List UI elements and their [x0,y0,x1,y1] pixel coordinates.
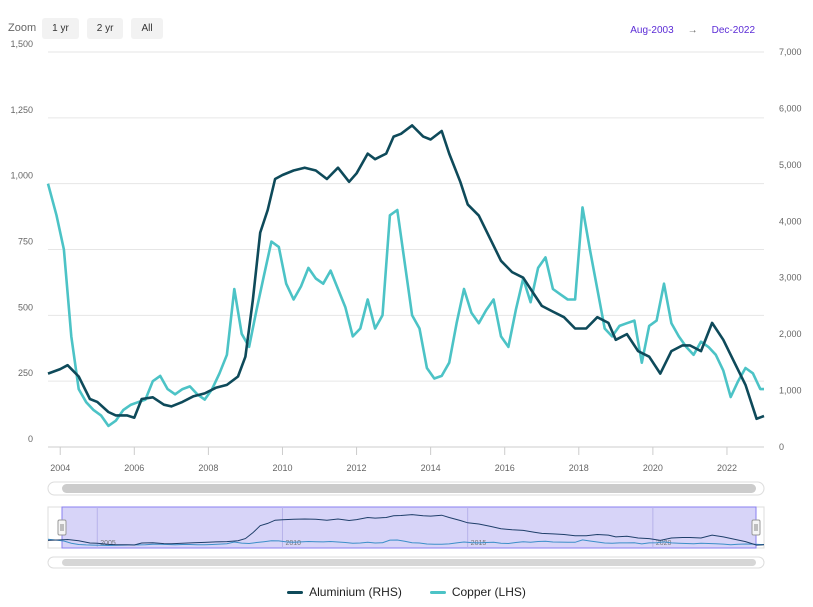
navigator-tick-label: 2005 [100,540,116,547]
x-tick-label: 2010 [272,463,292,473]
zoom-all-button[interactable]: All [131,17,163,39]
range-arrow: → [687,25,698,36]
range-to[interactable]: Dec-2022 [711,25,755,36]
y-left-tick-label: 750 [18,237,33,247]
navigator-right-handle[interactable] [751,519,761,536]
scrollbar-thumb[interactable] [62,484,756,493]
x-tick-label: 2014 [421,463,441,473]
y-right-tick-label: 7,000 [779,47,802,57]
legend-item-aluminium[interactable]: Aluminium (RHS) [287,585,402,599]
zoom-label: Zoom [8,22,37,34]
gridlines [48,51,764,448]
legend-label-aluminium: Aluminium (RHS) [309,585,402,599]
y-right-tick-label: 0 [779,442,784,452]
zoom-2yr-button[interactable]: 2 yr [86,17,124,39]
y-axis-left: 0 250 500 750 1,000 1,250 1,500 [10,39,33,444]
y-right-tick-label: 5,000 [779,160,802,170]
zoom-toolbar: Zoom 1 yr 2 yr All [8,17,171,39]
y-right-tick-label: 2,000 [779,329,802,339]
x-tick-label: 2012 [347,463,367,473]
x-tick-label: 2006 [124,463,144,473]
navigator-tick-label: 2020 [656,540,672,547]
y-left-tick-label: 500 [18,302,33,312]
navigator-left-handle[interactable] [57,519,67,536]
range-from[interactable]: Aug-2003 [630,25,674,36]
handle-grip [57,519,67,536]
scrollbar-top[interactable] [47,481,765,496]
copper-swatch [429,590,446,594]
scrollbar-bottom[interactable] [47,556,765,569]
y-left-tick-label: 0 [28,434,33,444]
x-tick-label: 2018 [569,463,589,473]
y-right-tick-label: 3,000 [779,273,802,283]
navigator-tick-label: 2015 [471,540,487,547]
series-lines [46,124,765,428]
x-tick-label: 2016 [495,463,515,473]
y-right-tick-label: 6,000 [779,103,802,113]
zoom-1yr-button[interactable]: 1 yr [42,17,79,39]
x-tick-label: 2022 [717,463,737,473]
legend: Aluminium (RHS) Copper (LHS) [0,585,813,599]
x-tick-label: 2008 [198,463,218,473]
navigator-selection[interactable] [61,506,757,549]
navigator-aluminium-line [47,514,765,546]
legend-item-copper[interactable]: Copper (LHS) [429,585,526,599]
scrollbar-thumb[interactable] [62,559,756,566]
navigator-copper-line [47,538,764,547]
copper-series-line [46,183,764,428]
y-axis-right: 0 1,000 2,000 3,000 4,000 5,000 6,000 7,000 [779,47,802,452]
x-tick-label: 2020 [643,463,663,473]
navigator[interactable]: 2005 2010 2015 2020 [47,506,765,549]
y-left-tick-label: 250 [18,368,33,378]
x-tick-label: 2004 [50,463,70,473]
y-left-tick-label: 1,250 [10,105,33,115]
navigator-tick-label: 2010 [285,540,301,547]
date-range: Aug-2003 → Dec-2022 [630,25,755,36]
y-left-tick-label: 1,000 [10,171,33,181]
legend-label-copper: Copper (LHS) [451,585,526,599]
aluminium-swatch [287,590,304,594]
y-left-tick-label: 1,500 [10,39,33,49]
y-right-tick-label: 4,000 [779,216,802,226]
x-axis: 2004 2006 2008 2010 2012 2014 2016 2018 2020 2022 [50,447,737,473]
aluminium-series-line [47,124,765,421]
handle-grip [751,519,761,536]
y-right-tick-label: 1,000 [779,386,802,396]
